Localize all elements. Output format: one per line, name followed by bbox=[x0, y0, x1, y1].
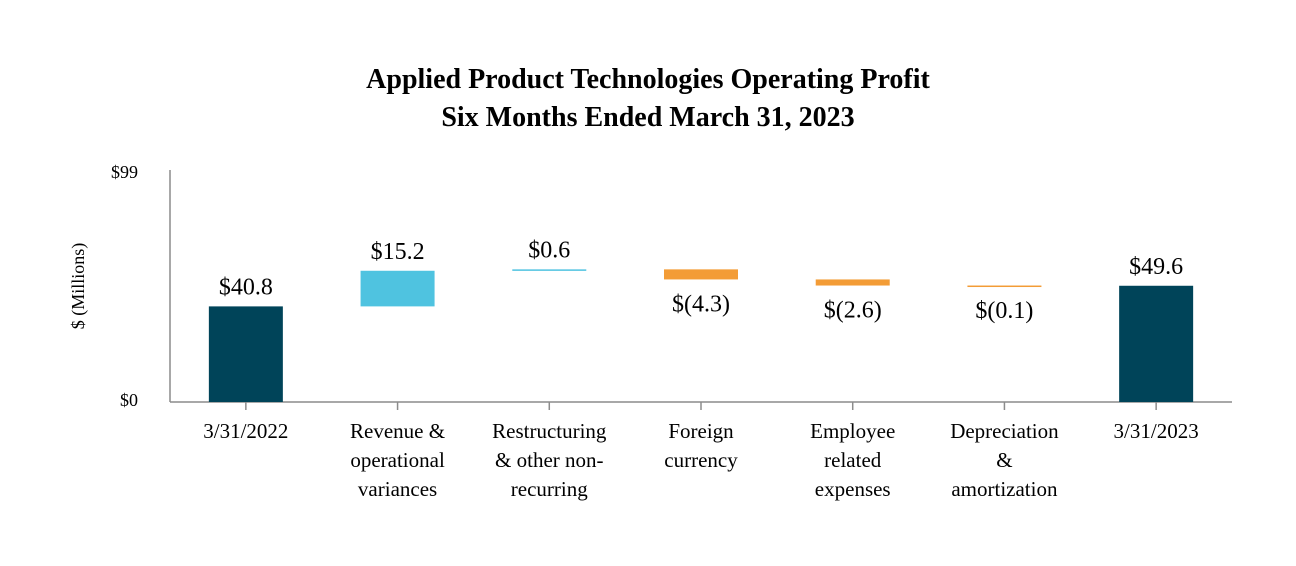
bar-0 bbox=[208, 306, 283, 402]
category-label-line: Revenue & bbox=[350, 419, 445, 443]
bar-1 bbox=[360, 270, 435, 307]
category-label-line: amortization bbox=[951, 477, 1058, 501]
category-label-line: & bbox=[996, 448, 1012, 472]
category-label-line: Employee bbox=[810, 419, 895, 443]
category-label-line: Depreciation bbox=[950, 419, 1059, 443]
category-label-2: Restructuring & other non-recurring bbox=[492, 419, 607, 501]
category-label-line: operational bbox=[350, 448, 445, 472]
chart-title: Applied Product Technologies Operating P… bbox=[366, 64, 930, 95]
category-label-line: 3/31/2023 bbox=[1114, 419, 1199, 443]
category-label-6: 3/31/2023 bbox=[1114, 419, 1199, 443]
data-label-5: $(0.1) bbox=[975, 298, 1033, 324]
category-label-line: currency bbox=[664, 448, 738, 472]
category-label-3: Foreign currency bbox=[664, 419, 738, 472]
data-label-3: $(4.3) bbox=[672, 291, 730, 317]
category-label-5: Depreciation & amortization bbox=[950, 419, 1059, 501]
bar-3 bbox=[664, 269, 738, 280]
category-label-line: expenses bbox=[815, 477, 891, 501]
category-label-line: Restructuring bbox=[492, 419, 607, 443]
category-label-0: 3/31/2022 bbox=[203, 419, 288, 443]
data-label-0: $40.8 bbox=[219, 274, 273, 300]
category-label-line: Foreign bbox=[668, 419, 734, 443]
bar-6 bbox=[1119, 285, 1194, 402]
data-label-6: $49.6 bbox=[1129, 254, 1183, 280]
bar-2 bbox=[512, 269, 587, 271]
y-tick-label-max: $99 bbox=[111, 162, 138, 182]
bar-4 bbox=[815, 279, 890, 286]
category-label-line: & other non- bbox=[495, 448, 603, 472]
category-label-1: Revenue & operational variances bbox=[350, 419, 445, 501]
data-label-1: $15.2 bbox=[371, 239, 425, 265]
y-axis-label: $ (Millions) bbox=[68, 243, 89, 330]
category-label-4: Employee related expenses bbox=[810, 419, 895, 501]
data-label-4: $(2.6) bbox=[824, 298, 882, 324]
chart-subtitle: Six Months Ended March 31, 2023 bbox=[441, 102, 854, 133]
category-label-line: variances bbox=[358, 477, 437, 501]
category-label-line: related bbox=[824, 448, 882, 472]
chart-marks: $40.8 3/31/2022 $15.2 Revenue & operational v… bbox=[203, 237, 1198, 501]
y-tick-label-min: $0 bbox=[120, 390, 138, 410]
category-label-line: 3/31/2022 bbox=[203, 419, 288, 443]
category-label-line: recurring bbox=[511, 477, 588, 501]
data-label-2: $0.6 bbox=[528, 237, 570, 263]
bar-5 bbox=[967, 285, 1042, 288]
